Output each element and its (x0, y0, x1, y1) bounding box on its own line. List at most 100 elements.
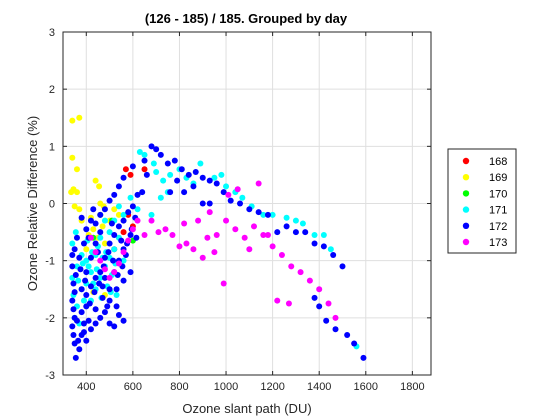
legend-marker (462, 157, 470, 165)
data-point (223, 183, 230, 190)
data-point (260, 211, 267, 218)
data-point (83, 226, 90, 233)
data-point (105, 249, 112, 256)
data-point (80, 297, 87, 304)
data-point (113, 286, 120, 293)
data-point (143, 171, 150, 178)
data-point (260, 231, 267, 238)
data-point (206, 209, 213, 216)
data-point (90, 226, 97, 233)
y-tick-label: 3 (49, 27, 55, 39)
data-point (148, 211, 155, 218)
data-point (129, 203, 136, 210)
x-tick-label: 600 (124, 381, 142, 393)
data-point (106, 286, 113, 293)
data-point (120, 229, 127, 236)
data-point (134, 217, 141, 224)
data-point (118, 237, 125, 244)
data-point (82, 277, 89, 284)
data-point (111, 191, 118, 198)
data-point (85, 263, 92, 270)
data-point (120, 317, 127, 324)
data-point (311, 240, 318, 247)
data-point (302, 229, 309, 236)
data-point (72, 229, 79, 236)
data-point (167, 171, 174, 178)
data-point (78, 309, 85, 316)
data-point (76, 206, 83, 213)
data-point (264, 211, 271, 218)
data-point (115, 183, 122, 190)
legend-marker (462, 206, 470, 213)
data-point (199, 200, 206, 207)
data-point (106, 240, 113, 247)
data-point (87, 269, 94, 276)
data-point (80, 240, 87, 247)
data-point (360, 354, 367, 361)
data-point (274, 229, 281, 236)
data-point (327, 246, 334, 253)
data-point (76, 114, 83, 121)
y-tick-label: 1 (49, 141, 55, 153)
data-point (92, 306, 99, 313)
data-point (120, 277, 127, 284)
data-point (125, 237, 132, 244)
data-point (78, 286, 85, 293)
data-point (311, 231, 318, 238)
data-point (133, 234, 140, 241)
data-point (218, 171, 225, 178)
data-point (106, 320, 113, 327)
legend-label: 173 (489, 237, 507, 249)
data-point (323, 317, 330, 324)
data-point (83, 337, 90, 344)
data-point (195, 217, 202, 224)
data-point (97, 229, 104, 236)
x-tick-labels: 400 600 800 1000 1200 1400 1600 1800 (77, 381, 424, 393)
data-point (325, 300, 332, 307)
data-point (101, 266, 108, 273)
x-tick-label: 1600 (354, 381, 378, 393)
data-point (73, 317, 80, 324)
data-point (320, 243, 327, 250)
data-point (73, 189, 80, 196)
data-point (120, 174, 127, 181)
data-point (316, 286, 323, 293)
axis-ticks (63, 31, 431, 376)
data-point (129, 163, 136, 170)
data-point (111, 206, 118, 213)
series-173 (87, 180, 339, 321)
data-point (141, 166, 148, 173)
data-point (70, 306, 77, 313)
data-point (332, 314, 339, 321)
y-tick-label: 0 (49, 199, 55, 211)
legend-items: 168 169 170 171 172 173 (462, 156, 507, 249)
data-point (69, 263, 76, 270)
data-point (115, 223, 122, 230)
data-point (311, 294, 318, 301)
data-point (120, 257, 127, 264)
data-point (199, 174, 206, 181)
data-point (92, 220, 99, 227)
data-point (190, 246, 197, 253)
data-point (213, 231, 220, 238)
data-point (87, 217, 94, 224)
data-point (174, 177, 181, 184)
data-point (292, 229, 299, 236)
data-point (72, 271, 79, 278)
data-point (78, 214, 85, 221)
data-point (197, 160, 204, 167)
data-point (113, 291, 120, 298)
data-point (211, 249, 218, 256)
data-point (127, 269, 134, 276)
data-point (181, 189, 188, 196)
data-point (86, 300, 93, 307)
data-point (206, 200, 213, 207)
y-tick-label: -3 (45, 370, 55, 382)
legend-item-172: 172 (462, 221, 507, 233)
data-point (97, 269, 104, 276)
data-point (101, 309, 108, 316)
legend-marker (462, 190, 470, 197)
data-point (115, 311, 122, 318)
plot-area (62, 31, 432, 376)
x-tick-label: 1400 (307, 381, 331, 393)
